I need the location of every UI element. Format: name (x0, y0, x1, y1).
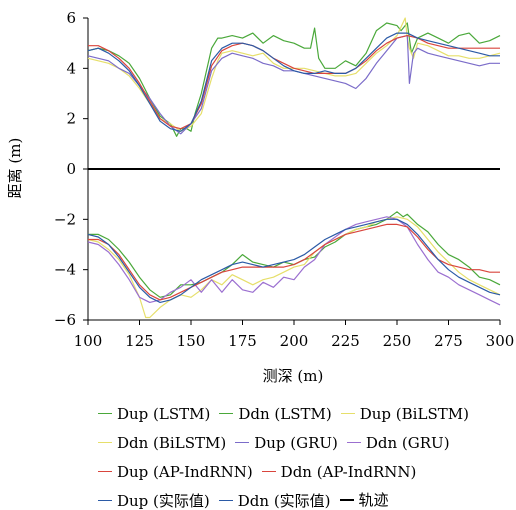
series-lines-group (88, 18, 500, 318)
y-tick-label: −2 (54, 210, 76, 228)
x-tick-label: 275 (434, 332, 463, 350)
legend-item: Ddn (实际值) (219, 492, 331, 510)
legend-item: Dup (BiLSTM) (341, 405, 469, 423)
series-line-dup-lstm (88, 23, 500, 136)
legend-swatch (98, 471, 112, 472)
chart-canvas: 6 4 2 0 −2 −4 −6 100 125 150 175 200 225 250 275 300 测深… (0, 0, 516, 396)
series-line-ddn-lstm (88, 212, 500, 297)
y-tick-label: 0 (66, 160, 76, 178)
legend-row: Dup (AP-IndRNN) Ddn (AP-IndRNN) (98, 458, 425, 481)
x-tick-label: 175 (228, 332, 257, 350)
legend-label: Dup (实际值) (117, 492, 210, 510)
legend-item: Dup (实际值) (98, 492, 210, 510)
y-tick-label: 2 (66, 110, 76, 128)
legend-item: Dup (GRU) (235, 434, 338, 452)
legend-item: Dup (AP-IndRNN) (98, 463, 253, 481)
y-tick-label: −4 (54, 261, 76, 279)
legend-label: Ddn (实际值) (238, 492, 331, 510)
legend-swatch (98, 413, 112, 414)
legend-item: 轨迹 (340, 491, 389, 509)
series-line-dup-ap-indrnn (88, 36, 500, 129)
x-tick-label: 250 (383, 332, 412, 350)
x-axis-label: 测深 (m) (263, 367, 324, 385)
legend-label: 轨迹 (359, 491, 389, 509)
legend-item: Dup (LSTM) (98, 405, 210, 423)
legend-item: Ddn (LSTM) (219, 405, 331, 423)
x-tick-label: 150 (177, 332, 206, 350)
y-axis-label: 距离 (m) (6, 138, 24, 199)
legend-swatch (340, 499, 354, 501)
legend-item: Ddn (BiLSTM) (98, 434, 226, 452)
legend-label: Dup (LSTM) (117, 405, 210, 423)
x-tick-label: 100 (74, 332, 103, 350)
legend-swatch (262, 471, 276, 472)
x-tick-label: 200 (280, 332, 309, 350)
series-line-ddn-ap-indrnn (88, 224, 500, 300)
tick-labels-group: 6 4 2 0 −2 −4 −6 100 125 150 175 200 225 250 275 300 (54, 9, 514, 350)
legend-row: Dup (实际值) Ddn (实际值) 轨迹 (98, 487, 398, 510)
legend-label: Dup (AP-IndRNN) (117, 463, 253, 481)
legend-swatch (98, 500, 112, 501)
legend-swatch (347, 442, 361, 443)
legend-label: Ddn (AP-IndRNN) (281, 463, 417, 481)
legend-swatch (219, 413, 233, 414)
y-tick-label: 6 (66, 9, 76, 27)
legend-row: Ddn (BiLSTM) Dup (GRU) Ddn (GRU) (98, 429, 459, 452)
x-tick-label: 225 (331, 332, 360, 350)
legend-item: Ddn (GRU) (347, 434, 450, 452)
legend-label: Dup (BiLSTM) (360, 405, 469, 423)
y-tick-label: −6 (54, 311, 76, 329)
legend-row: Dup (LSTM) Ddn (LSTM) Dup (BiLSTM) (98, 400, 478, 423)
legend-label: Ddn (GRU) (366, 434, 450, 452)
y-tick-label: 4 (66, 59, 76, 77)
legend-item: Ddn (AP-IndRNN) (262, 463, 417, 481)
legend-label: Ddn (BiLSTM) (117, 434, 226, 452)
series-line-dup (88, 33, 500, 131)
x-tick-label: 125 (125, 332, 154, 350)
x-tick-label: 300 (486, 332, 515, 350)
series-line-ddn-gru (88, 217, 500, 305)
legend-swatch (341, 413, 355, 414)
series-line-dup-bilstm (88, 18, 500, 131)
legend-swatch (235, 442, 249, 443)
legend-swatch (98, 442, 112, 443)
legend-swatch (219, 500, 233, 501)
legend-label: Dup (GRU) (254, 434, 338, 452)
legend-label: Ddn (LSTM) (238, 405, 331, 423)
